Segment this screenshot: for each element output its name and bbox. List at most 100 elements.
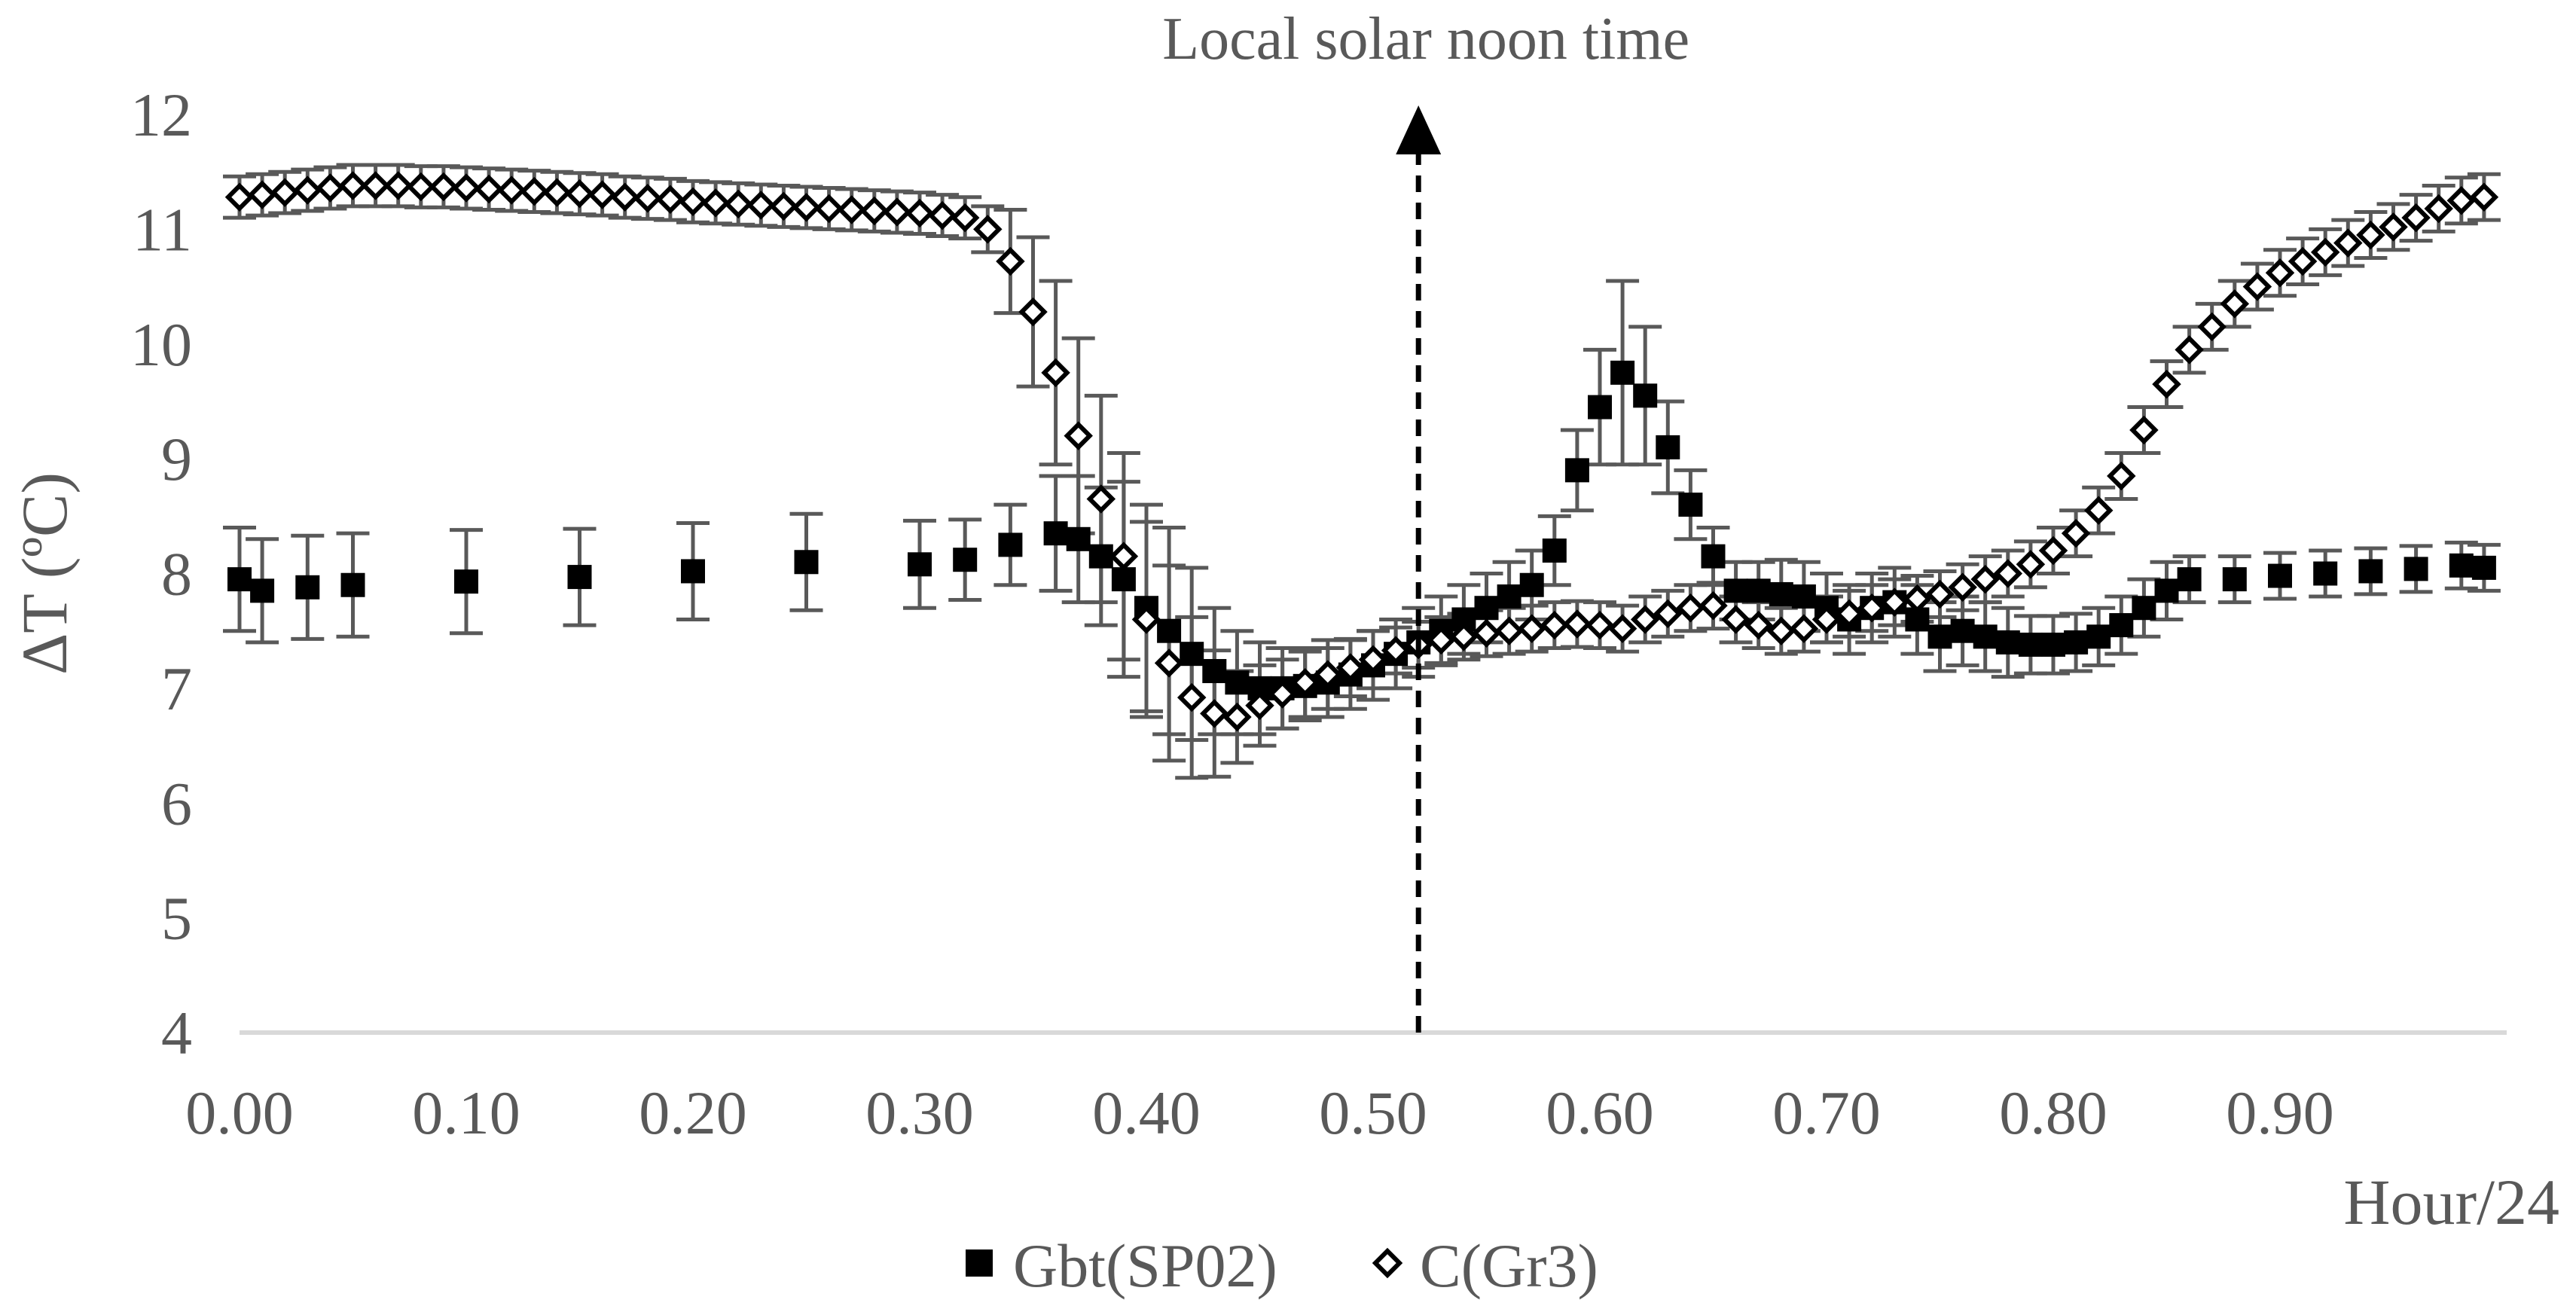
data-point-c-gr3	[1358, 645, 1388, 675]
data-point-c-gr3	[723, 189, 753, 219]
data-point-gbt	[1542, 539, 1567, 563]
data-point-c-gr3	[1064, 421, 1093, 450]
data-point-c-gr3	[610, 182, 639, 212]
data-point-gbt	[2404, 557, 2428, 581]
data-point-c-gr3	[338, 171, 368, 200]
data-point-c-gr3	[1449, 622, 1479, 651]
data-point-c-gr3	[1472, 618, 1501, 648]
x-axis-title: Hour/24	[2343, 1166, 2559, 1238]
data-point-c-gr3	[2265, 258, 2295, 288]
data-point-c-gr3	[1313, 660, 1343, 689]
legend: Gbt(SP02) C(Gr3)	[966, 1231, 1598, 1300]
data-point-gbt	[2154, 578, 2179, 603]
data-point-c-gr3	[383, 171, 413, 200]
data-point-gbt	[1701, 544, 1726, 569]
data-point-c-gr3	[224, 182, 255, 212]
data-point-c-gr3	[2129, 415, 2159, 445]
data-point-c-gr3	[1744, 610, 1773, 640]
data-point-gbt	[1769, 581, 1793, 606]
data-point-c-gr3	[1721, 605, 1750, 634]
x-tick-label: 0.90	[2226, 1079, 2334, 1147]
data-point-c-gr3	[1018, 297, 1048, 327]
data-point-c-gr3	[1630, 605, 1660, 634]
data-point-gbt	[2222, 567, 2247, 592]
data-point-c-gr3	[1676, 593, 1705, 623]
data-point-c-gr3	[1177, 682, 1207, 712]
data-point-c-gr3	[1585, 610, 1615, 640]
data-point-c-gr3	[1903, 584, 1932, 614]
data-point-c-gr3	[927, 200, 957, 230]
data-point-c-gr3	[2469, 182, 2499, 212]
data-point-c-gr3	[1540, 610, 1570, 640]
data-point-c-gr3	[406, 172, 436, 202]
data-point-c-gr3	[2061, 518, 2091, 548]
data-point-c-gr3	[1834, 599, 1864, 629]
data-point-gbt	[1474, 596, 1499, 621]
data-point-c-gr3	[361, 171, 390, 200]
data-point-c-gr3	[316, 173, 345, 203]
data-point-c-gr3	[1517, 614, 1546, 643]
data-point-c-gr3	[1245, 691, 1274, 720]
data-point-c-gr3	[2446, 186, 2477, 215]
data-point-gbt	[1043, 521, 1068, 546]
data-point-c-gr3	[2424, 194, 2453, 224]
data-point-c-gr3	[2220, 289, 2250, 319]
data-point-c-gr3	[1041, 358, 1070, 388]
data-point-c-gr3	[1970, 564, 2000, 594]
data-point-c-gr3	[1925, 579, 1955, 609]
data-point-c-gr3	[996, 246, 1025, 276]
data-point-c-gr3	[1948, 572, 1977, 603]
x-tick-label: 0.20	[639, 1079, 747, 1147]
x-tick-label: 0.70	[1772, 1079, 1881, 1147]
x-tick-label: 0.10	[412, 1079, 520, 1147]
data-point-c-gr3	[496, 175, 526, 205]
x-tick-label: 0.50	[1319, 1079, 1427, 1147]
data-point-c-gr3	[1222, 702, 1252, 732]
data-point-c-gr3	[565, 178, 594, 209]
data-point-gbt	[2268, 563, 2292, 588]
data-point-c-gr3	[2356, 220, 2385, 250]
y-tick-label: 5	[161, 884, 192, 953]
data-point-c-gr3	[2288, 246, 2318, 276]
y-tick-label: 6	[161, 769, 192, 838]
data-point-gbt	[1746, 578, 1771, 603]
data-point-gbt	[1610, 360, 1635, 385]
legend-label-c-gr3: C(Gr3)	[1420, 1231, 1598, 1300]
data-point-c-gr3	[1290, 668, 1320, 697]
data-point-c-gr3	[2107, 461, 2136, 491]
y-tick-label: 8	[161, 540, 192, 609]
data-point-gbt	[2449, 553, 2474, 578]
x-tick-label: 0.60	[1546, 1079, 1654, 1147]
data-point-c-gr3	[1857, 593, 1887, 623]
data-point-gbt	[1995, 630, 2020, 654]
data-point-gbt	[1066, 526, 1091, 551]
data-point-gbt	[1927, 624, 1952, 649]
data-point-c-gr3	[1653, 599, 1683, 629]
data-point-gbt	[2064, 630, 2089, 654]
x-tick-label: 0.80	[1999, 1079, 2107, 1147]
data-point-gbt	[1180, 642, 1204, 667]
data-point-c-gr3	[1993, 559, 2023, 588]
data-point-c-gr3	[678, 187, 708, 217]
data-point-gbt	[2109, 613, 2134, 638]
data-point-gbt	[1723, 578, 1748, 603]
x-axis-ticks: 0.00 0.10 0.20 0.30 0.40 0.50 0.60 0.70 0.80 0.90	[185, 1079, 2334, 1147]
data-point-c-gr3	[247, 180, 277, 209]
x-tick-label: 0.30	[865, 1079, 974, 1147]
data-point-c-gr3	[859, 196, 890, 226]
data-point-c-gr3	[2333, 228, 2363, 258]
data-point-c-gr3	[474, 174, 504, 204]
data-point-gbt	[567, 565, 592, 590]
data-point-c-gr3	[588, 180, 617, 209]
solar-noon-arrowhead	[1396, 105, 1442, 154]
data-point-gbt	[1564, 458, 1589, 483]
data-point-gbt	[794, 550, 819, 575]
data-point-gbt	[681, 559, 705, 584]
data-point-c-gr3	[1109, 542, 1139, 571]
y-tick-label: 4	[161, 999, 192, 1067]
data-point-gbt	[1111, 567, 1136, 592]
data-point-c-gr3	[1335, 653, 1366, 682]
y-tick-label: 10	[130, 310, 192, 379]
data-point-c-gr3	[451, 173, 481, 203]
data-point-c-gr3	[1154, 648, 1184, 678]
